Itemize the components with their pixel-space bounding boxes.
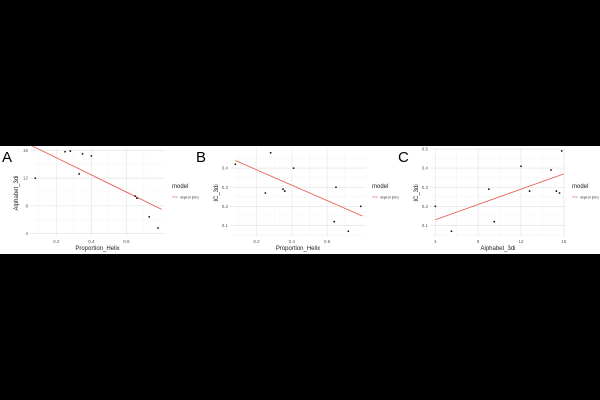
scatter-point <box>558 192 561 194</box>
x-axis-label: Proportion_Helix <box>75 246 119 252</box>
y-tick-label: 0.4 <box>422 166 429 171</box>
x-axis-label: Proportion_Helix <box>276 246 320 252</box>
chart-panel-b: B 0.2 0.4 0.6 0.1 0.2 0.3 0.4 Proportion_Helix IC… <box>196 149 399 252</box>
y-axis-label: IC_3di <box>414 184 420 201</box>
scatter-point <box>292 167 295 170</box>
plot-area <box>30 149 165 237</box>
scatter-point <box>335 186 337 189</box>
y-tick-label: 0.3 <box>222 185 229 190</box>
plot-area <box>230 149 366 237</box>
legend-title: model <box>372 184 388 190</box>
scatter-point <box>134 195 137 198</box>
legend-entry: object (lm) <box>380 195 399 200</box>
x-tick-label: 0.4 <box>88 239 95 244</box>
scatter-point <box>493 220 496 223</box>
scatter-point <box>450 230 453 233</box>
scatter-point <box>234 163 237 166</box>
scatter-point <box>90 155 93 157</box>
x-tick-label: 4 <box>434 239 437 244</box>
panel-letter: A <box>2 149 12 166</box>
scatter-point <box>359 205 362 208</box>
x-tick-label: 8 <box>477 239 480 244</box>
panel-letter: B <box>196 149 206 166</box>
legend-entry: object (lm) <box>580 195 599 200</box>
scatter-point <box>520 165 522 168</box>
y-tick-label: 0.2 <box>222 204 229 209</box>
y-tick-label: 0.1 <box>222 223 229 228</box>
scatter-point <box>333 220 336 223</box>
regression-line <box>435 173 564 221</box>
scatter-point <box>64 150 66 153</box>
figure-strip: A 0.2 0.4 0.6 4 8 12 16 Proportion_Helix Alphabet… <box>0 144 600 254</box>
regression-line <box>235 160 363 217</box>
scatter-point <box>69 150 72 152</box>
scatter-point <box>283 190 286 192</box>
scatter-point <box>78 173 80 175</box>
figure-svg: A 0.2 0.4 0.6 4 8 12 16 Proportion_Helix Alphabet… <box>2 144 599 253</box>
legend-title: model <box>172 184 188 190</box>
y-tick-label: 0.1 <box>422 223 429 228</box>
x-axis-label: Alphabet_3di <box>480 246 515 252</box>
scatter-point <box>528 190 531 192</box>
scatter-point <box>347 230 350 233</box>
x-tick-label: 0.6 <box>123 239 130 244</box>
x-tick-label: 0.2 <box>53 239 60 244</box>
scatter-point <box>550 169 552 171</box>
scatter-point <box>136 197 138 200</box>
scatter-point <box>434 205 437 208</box>
scatter-point <box>269 151 272 154</box>
scatter-point <box>487 188 490 191</box>
chart-panel-c: C 4 8 12 16 0.1 0.2 0.3 0.4 0.5 Alphabet_3di IC_3di… <box>398 147 599 253</box>
y-tick-label: 0.5 <box>422 147 429 152</box>
scatter-point <box>264 192 267 194</box>
scatter-point <box>157 227 159 229</box>
x-tick-label: 12 <box>519 239 525 244</box>
y-tick-label: 4 <box>25 231 28 236</box>
y-tick-label: 0.3 <box>422 185 429 190</box>
legend-title: model <box>572 184 588 190</box>
legend-entry: object (lm) <box>180 195 199 200</box>
scatter-point <box>34 177 37 180</box>
scatter-point <box>282 188 284 191</box>
x-tick-label: 16 <box>561 239 567 244</box>
scatter-point <box>148 216 151 218</box>
y-tick-label: 0.4 <box>222 166 229 171</box>
x-tick-label: 0.4 <box>289 239 296 244</box>
x-tick-label: 0.2 <box>253 239 260 244</box>
regression-line <box>29 144 162 210</box>
y-axis-label: Alphabet_3di <box>14 175 20 210</box>
chart-panel-a: A 0.2 0.4 0.6 4 8 12 16 Proportion_Helix Alphabet… <box>2 144 199 252</box>
panel-letter: C <box>398 149 409 166</box>
y-tick-label: 12 <box>23 176 29 181</box>
scatter-point <box>81 152 84 155</box>
y-tick-label: 0.2 <box>422 204 429 209</box>
y-tick-label: 16 <box>23 148 29 153</box>
y-axis-label: IC_3di <box>214 184 220 201</box>
scatter-point <box>555 190 558 192</box>
plot-area <box>430 149 566 237</box>
x-tick-label: 0.6 <box>324 239 331 244</box>
scatter-point <box>560 150 563 152</box>
y-tick-label: 8 <box>25 203 28 208</box>
